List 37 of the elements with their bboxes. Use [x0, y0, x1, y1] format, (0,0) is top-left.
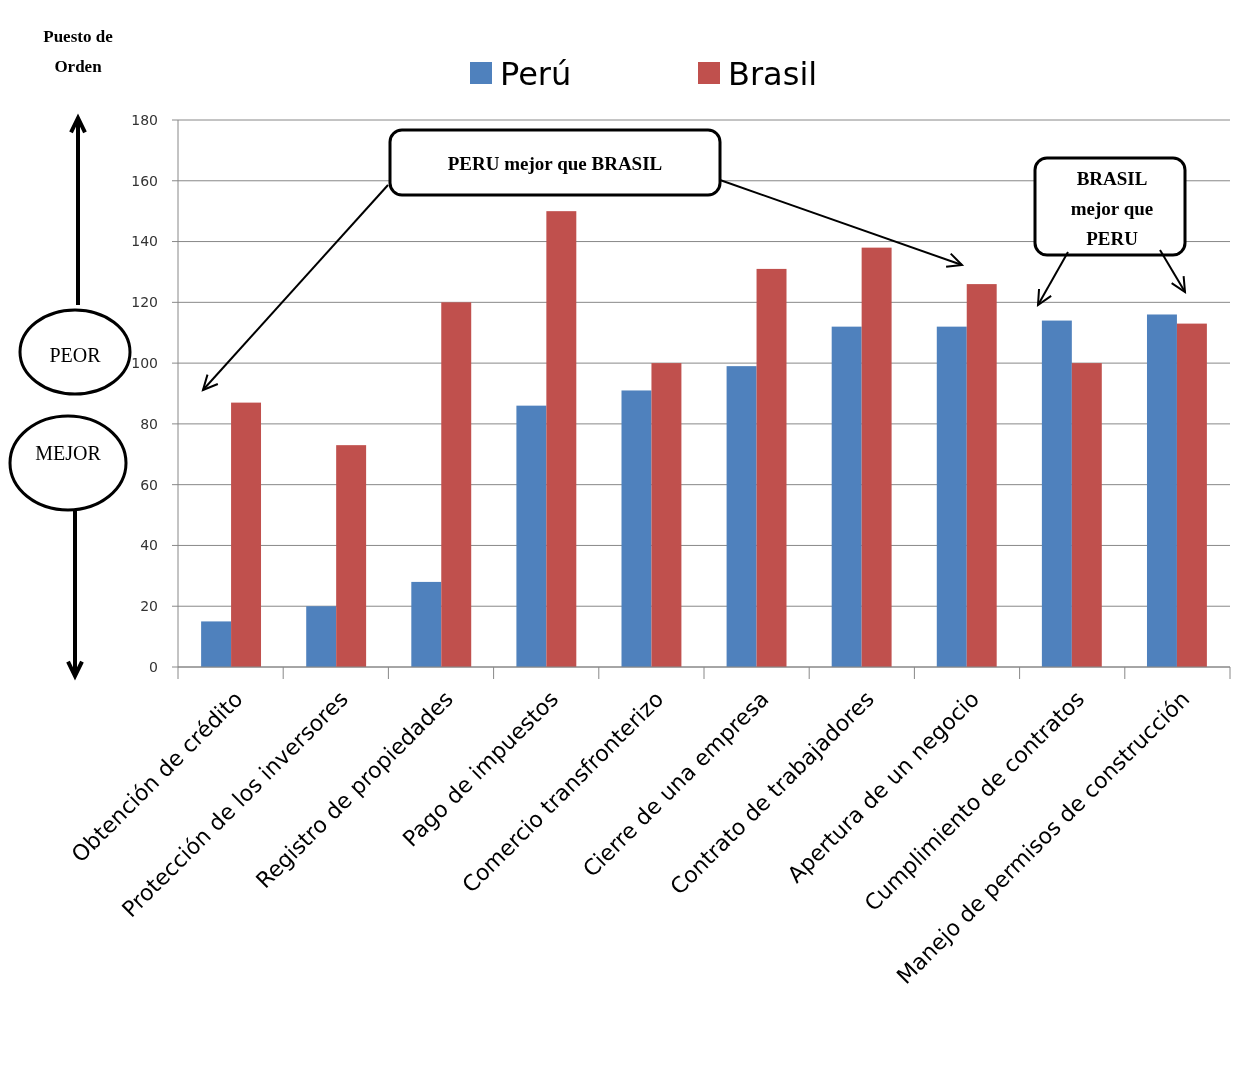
- bar: [861, 247, 892, 667]
- bar: [1176, 323, 1207, 667]
- y-tick-label: 120: [131, 294, 158, 311]
- bar: [231, 402, 262, 667]
- y-tick-label: 180: [131, 111, 158, 128]
- bar: [1041, 320, 1072, 667]
- annotation: PERU mejor que BRASIL: [447, 153, 663, 174]
- bar: [336, 445, 367, 667]
- y-tick-label: 60: [140, 476, 158, 493]
- bar: [441, 302, 472, 667]
- y-tick-label: 140: [131, 233, 158, 250]
- annotation: BRASIL mejor que PERU: [1070, 168, 1154, 249]
- bar: [306, 606, 337, 667]
- y-axis-title: Puesto de Orden: [43, 27, 114, 76]
- text: PEOR: [49, 344, 102, 366]
- y-tick-label: 40: [140, 537, 158, 554]
- bar: [621, 390, 652, 667]
- bar: [516, 405, 547, 667]
- y-tick-label: 80: [140, 415, 158, 432]
- y-tick-label: 0: [149, 658, 158, 675]
- text: MEJOR: [35, 442, 102, 464]
- bar: [411, 581, 442, 667]
- y-tick-label: 20: [140, 598, 158, 615]
- bar: [651, 363, 682, 667]
- bar: [1146, 314, 1177, 667]
- y-tick-label: 100: [131, 355, 158, 372]
- legend-label: Brasil: [728, 55, 818, 94]
- bar: [831, 326, 862, 667]
- bar: [936, 326, 967, 667]
- legend-label: Perú: [500, 55, 572, 94]
- bar: [546, 211, 577, 667]
- bar: [756, 268, 787, 667]
- bar: [201, 621, 232, 667]
- bar: [1071, 363, 1102, 667]
- bar: [966, 284, 997, 667]
- y-tick-label: 160: [131, 172, 158, 189]
- bar: [726, 366, 757, 667]
